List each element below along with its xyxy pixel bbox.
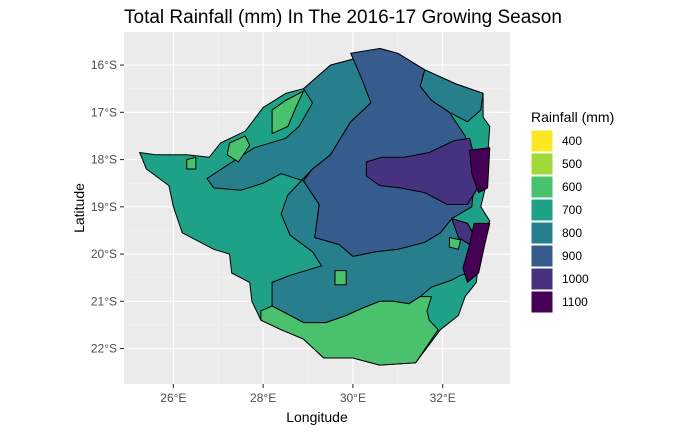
legend-swatch-400	[530, 129, 554, 153]
x-tick-label: 28°E	[250, 391, 276, 405]
rainfall-region-600	[448, 237, 462, 250]
rainfall-region-800	[206, 57, 480, 324]
y-tick-label: 22°S	[91, 342, 117, 356]
y-axis-label: Latitude	[71, 183, 87, 233]
legend-swatch-700	[530, 198, 554, 222]
legend-items: 400 500 600 700 800 900 1000 1100	[530, 129, 589, 314]
legend-label: 400	[562, 134, 582, 148]
x-tick-label: 26°E	[160, 391, 186, 405]
y-tick-label: 18°S	[91, 153, 117, 167]
legend-swatch-900	[530, 244, 554, 268]
legend-swatch-500	[530, 152, 554, 176]
rainfall-region-1100	[469, 147, 491, 194]
legend: Rainfall (mm) 400 500 600 700 800 900 1000 1100	[530, 109, 614, 314]
legend-swatch-1000	[530, 267, 554, 291]
y-axis: 16°S 17°S 18°S 19°S 20°S 21°S 22°S	[91, 58, 124, 356]
legend-label: 700	[562, 203, 582, 217]
x-axis: 26°E 28°E 30°E 32°E	[160, 384, 456, 405]
legend-label: 500	[562, 157, 582, 171]
rainfall-region-600	[186, 156, 197, 170]
y-tick-label: 21°S	[91, 294, 117, 308]
legend-title: Rainfall (mm)	[531, 109, 614, 125]
x-tick-label: 30°E	[340, 391, 366, 405]
y-tick-label: 19°S	[91, 200, 117, 214]
x-axis-label: Longitude	[286, 409, 348, 425]
rainfall-region-600	[260, 296, 439, 366]
rainfall-region-600	[271, 90, 304, 135]
legend-swatch-800	[530, 221, 554, 245]
rainfall-region-1100	[462, 222, 491, 283]
y-tick-label: 17°S	[91, 105, 117, 119]
rainfall-region-600	[226, 135, 251, 163]
rainfall-region-900	[303, 48, 475, 257]
legend-swatch-600	[530, 175, 554, 199]
rainfall-regions	[139, 48, 491, 366]
legend-label: 1000	[562, 272, 589, 286]
rainfall-region-600	[334, 270, 347, 286]
legend-label: 900	[562, 249, 582, 263]
y-tick-label: 20°S	[91, 247, 117, 261]
legend-label: 1100	[562, 295, 588, 309]
x-tick-label: 32°E	[430, 391, 456, 405]
rainfall-region-1000	[365, 137, 477, 205]
map-title: Total Rainfall (mm) In The 2016-17 Growi…	[124, 7, 562, 28]
legend-label: 600	[562, 180, 582, 194]
legend-label: 800	[562, 226, 582, 240]
y-tick-label: 16°S	[91, 58, 117, 72]
legend-swatch-1100	[530, 290, 554, 314]
